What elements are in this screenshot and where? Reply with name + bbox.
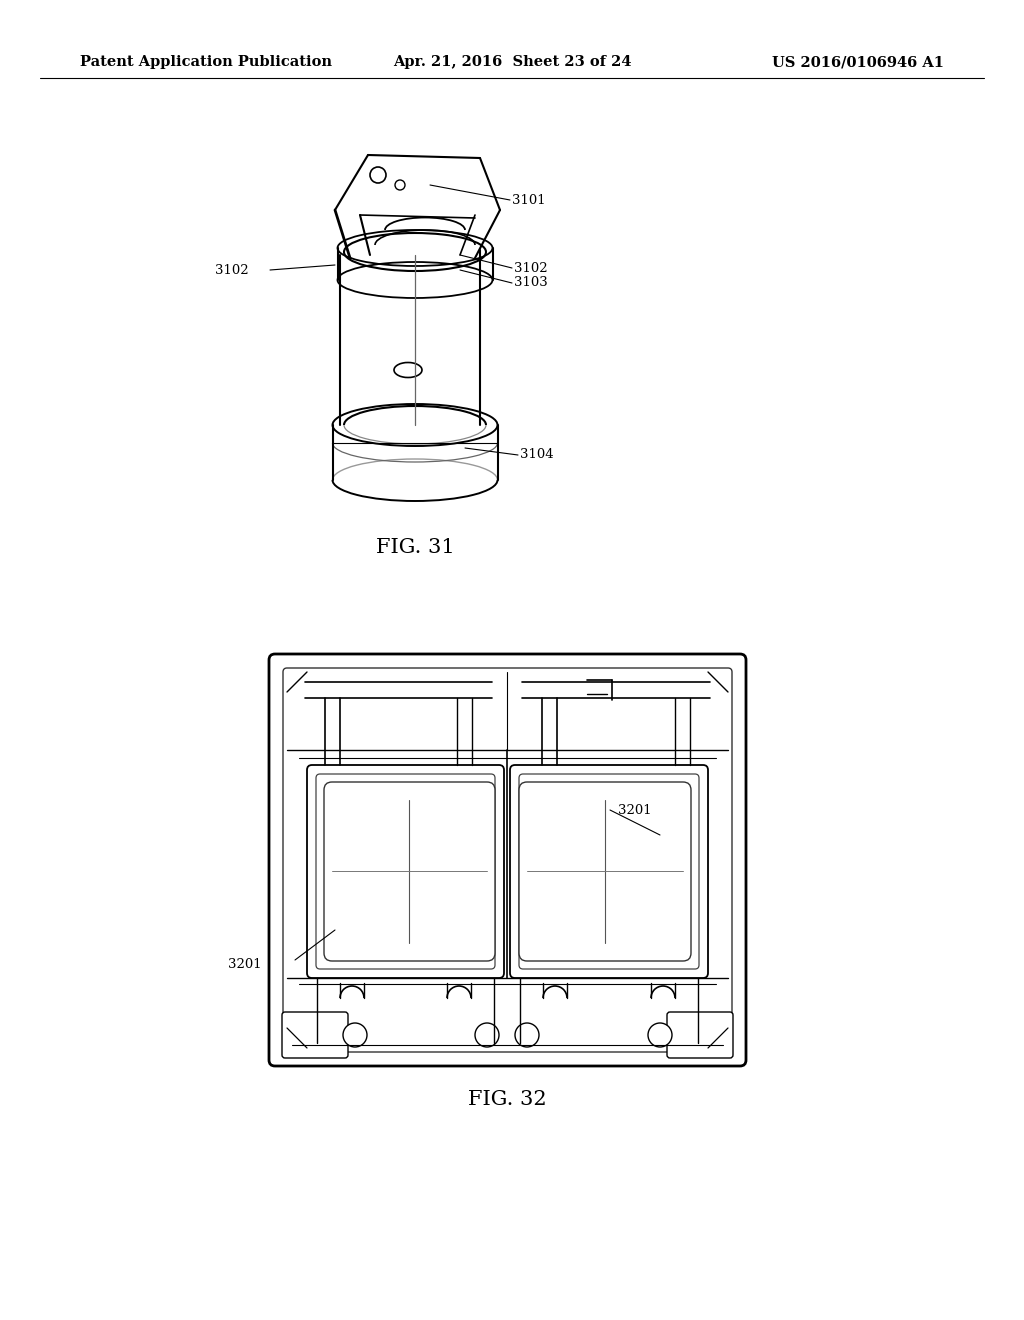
- FancyBboxPatch shape: [324, 781, 495, 961]
- Circle shape: [648, 1023, 672, 1047]
- Text: 3201: 3201: [228, 958, 261, 972]
- FancyBboxPatch shape: [283, 668, 732, 1052]
- Text: FIG. 31: FIG. 31: [376, 539, 455, 557]
- Text: Apr. 21, 2016  Sheet 23 of 24: Apr. 21, 2016 Sheet 23 of 24: [393, 55, 631, 69]
- Text: 3101: 3101: [512, 194, 546, 206]
- Text: 3102: 3102: [514, 261, 548, 275]
- FancyBboxPatch shape: [307, 766, 504, 978]
- FancyBboxPatch shape: [269, 653, 746, 1067]
- FancyBboxPatch shape: [519, 781, 691, 961]
- Circle shape: [395, 180, 406, 190]
- Text: 3104: 3104: [520, 449, 554, 462]
- Circle shape: [475, 1023, 499, 1047]
- FancyBboxPatch shape: [510, 766, 708, 978]
- FancyBboxPatch shape: [316, 774, 495, 969]
- Text: FIG. 32: FIG. 32: [468, 1090, 547, 1109]
- FancyBboxPatch shape: [282, 1012, 348, 1059]
- Text: US 2016/0106946 A1: US 2016/0106946 A1: [772, 55, 944, 69]
- Circle shape: [370, 168, 386, 183]
- Text: Patent Application Publication: Patent Application Publication: [80, 55, 332, 69]
- Text: 3102: 3102: [215, 264, 249, 276]
- Text: 3201: 3201: [618, 804, 651, 817]
- FancyBboxPatch shape: [519, 774, 699, 969]
- FancyBboxPatch shape: [667, 1012, 733, 1059]
- Circle shape: [343, 1023, 367, 1047]
- Text: 3103: 3103: [514, 276, 548, 289]
- Circle shape: [515, 1023, 539, 1047]
